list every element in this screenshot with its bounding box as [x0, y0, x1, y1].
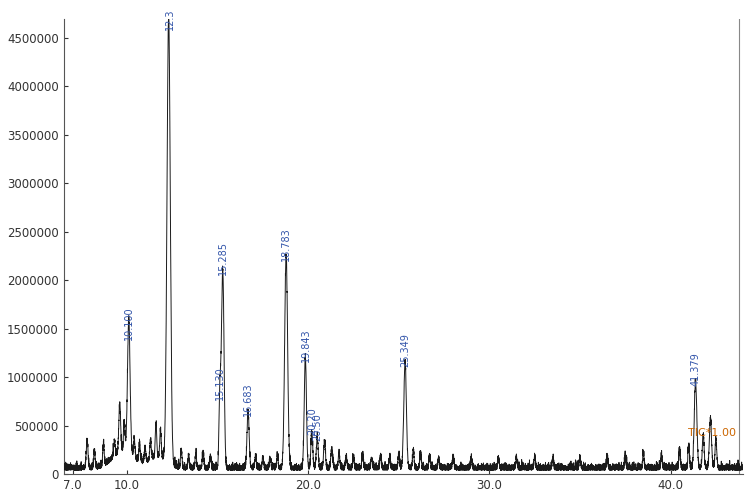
Text: 10.100: 10.100	[124, 307, 134, 340]
Text: 19.843: 19.843	[301, 328, 310, 362]
Text: 16.683: 16.683	[244, 382, 254, 416]
Text: 15.130: 15.130	[215, 366, 225, 400]
Text: 41.379: 41.379	[691, 352, 701, 386]
Text: 20.50: 20.50	[313, 414, 322, 441]
Text: 20.20: 20.20	[308, 408, 317, 436]
Text: 15.285: 15.285	[218, 242, 228, 275]
Text: 25.349: 25.349	[400, 333, 410, 367]
Text: TIC*1.00: TIC*1.00	[688, 428, 736, 438]
Text: 12.3: 12.3	[164, 9, 175, 30]
Text: 18.783: 18.783	[281, 227, 292, 261]
